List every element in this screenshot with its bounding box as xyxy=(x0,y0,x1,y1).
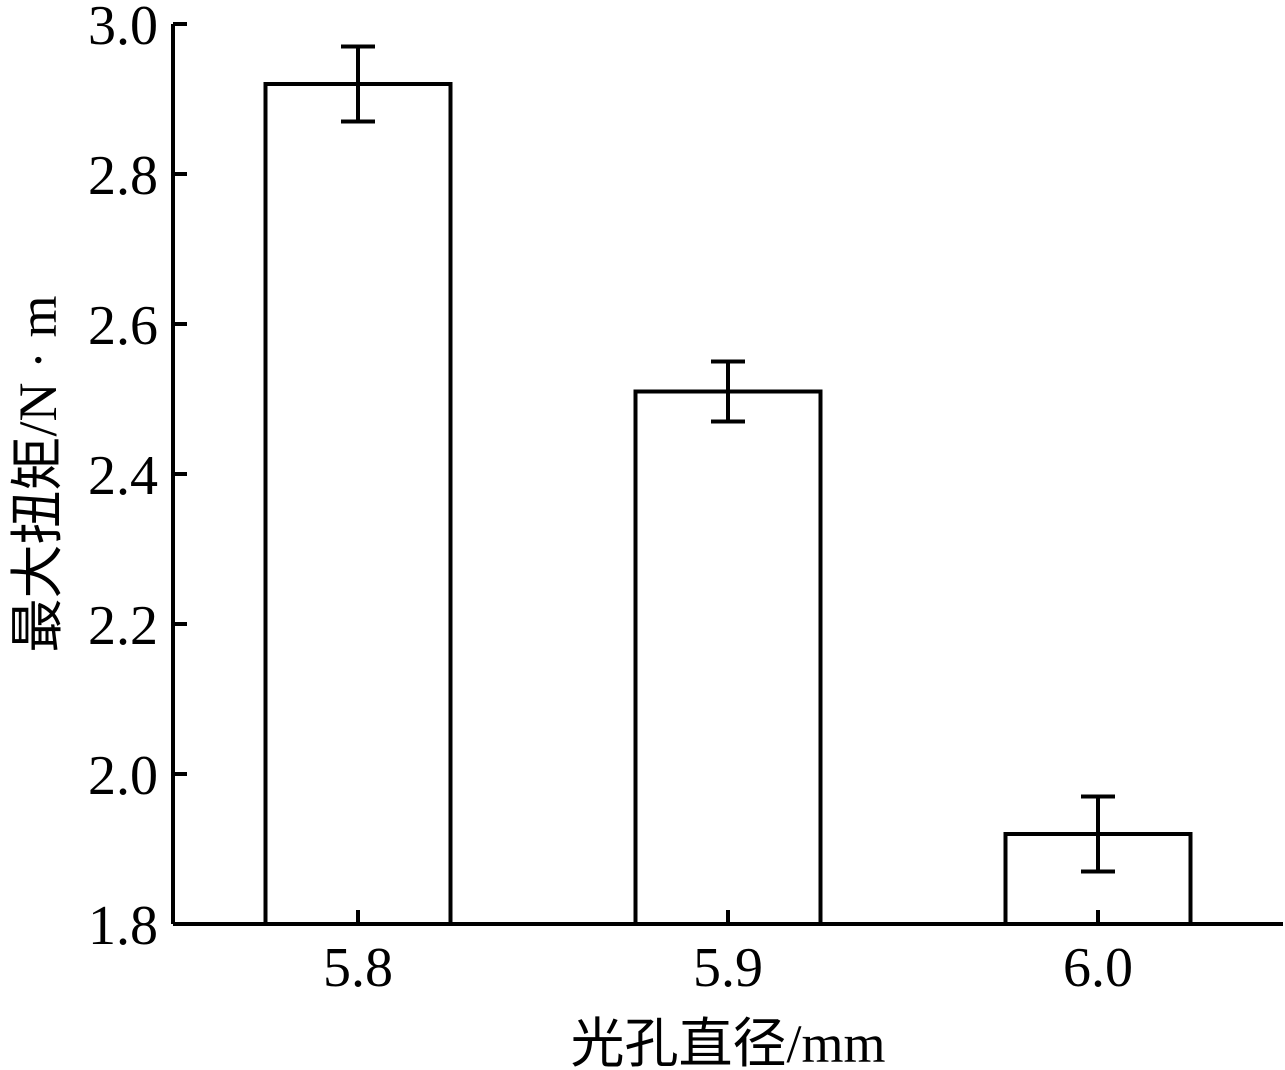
bar-5-9 xyxy=(633,389,823,926)
x-tick-label: 6.0 xyxy=(1063,937,1133,999)
x-tick-label: 5.8 xyxy=(323,937,393,999)
x-tick-label: 5.9 xyxy=(693,937,763,999)
y-tick-label: 2.4 xyxy=(88,445,158,507)
y-tick-label: 3.0 xyxy=(88,0,158,57)
y-ticks-group: 1.8 2.0 2.2 2.4 2.6 2.8 3.0 xyxy=(88,0,187,957)
y-tick-label: 1.8 xyxy=(88,895,158,957)
bars-group xyxy=(263,82,1193,926)
y-axis-title: 最大扭矩/N · m xyxy=(8,296,68,653)
error-bars-group xyxy=(341,44,1115,874)
bar-5-8 xyxy=(263,82,453,926)
x-axis-title: 光孔直径/mm xyxy=(570,1014,885,1070)
x-ticks-group: 5.8 5.9 6.0 xyxy=(323,910,1133,999)
y-tick-label: 2.8 xyxy=(88,145,158,207)
y-tick-label: 2.0 xyxy=(88,745,158,807)
y-tick-label: 2.2 xyxy=(88,595,158,657)
y-tick-label: 2.6 xyxy=(88,295,158,357)
